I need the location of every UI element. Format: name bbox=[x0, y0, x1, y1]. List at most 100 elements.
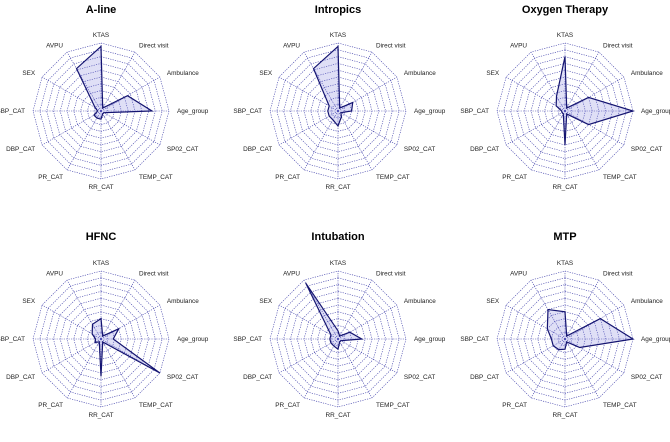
grid-ring bbox=[283, 56, 393, 166]
axis-label-ambulance: Ambulance bbox=[631, 70, 663, 77]
axis-label-temp-cat: TEMP_CAT bbox=[139, 402, 173, 409]
axis-label-sex: SEX bbox=[486, 298, 500, 305]
axis-label-avpu: AVPU bbox=[283, 42, 300, 49]
axis-spoke-temp-cat bbox=[100, 338, 136, 399]
axis-label-avpu: AVPU bbox=[510, 270, 527, 277]
axis-label-age-group: Age_group bbox=[414, 108, 446, 115]
axis-label-dbp-cat: DBP_CAT bbox=[243, 146, 272, 153]
axis-label-ktas: KTAS bbox=[93, 260, 109, 267]
axis-spoke-pr-cat bbox=[530, 338, 566, 399]
axis-label-dbp-cat: DBP_CAT bbox=[6, 374, 35, 381]
axis-label-sex: SEX bbox=[22, 70, 36, 77]
axis-label-sp02-cat: SP02_CAT bbox=[631, 374, 663, 381]
axis-label-age-group: Age_group bbox=[641, 108, 670, 115]
axis-label-rr-cat: RR_CAT bbox=[552, 184, 577, 191]
axis-label-temp-cat: TEMP_CAT bbox=[376, 402, 410, 409]
axis-label-sp02-cat: SP02_CAT bbox=[404, 374, 436, 381]
axis-spoke-avpu bbox=[66, 279, 102, 340]
axis-spoke-temp-cat bbox=[100, 110, 136, 171]
axis-spoke-avpu bbox=[303, 51, 339, 112]
axis-label-direct-visit: Direct visit bbox=[376, 42, 406, 49]
chart-title: MTP bbox=[553, 231, 576, 243]
axis-spoke-sex bbox=[41, 76, 102, 112]
data-series-polygon bbox=[546, 308, 635, 351]
axis-label-age-group: Age_group bbox=[641, 336, 670, 343]
axis-label-age-group: Age_group bbox=[177, 336, 209, 343]
axis-label-sbp-cat: SBP_CAT bbox=[460, 336, 489, 343]
axis-label-ambulance: Ambulance bbox=[631, 298, 663, 305]
axis-label-sex: SEX bbox=[22, 298, 36, 305]
axis-spoke-dbp-cat bbox=[278, 338, 339, 374]
axis-spoke-dbp-cat bbox=[505, 338, 566, 374]
axis-label-rr-cat: RR_CAT bbox=[325, 412, 350, 419]
grid-ring bbox=[551, 325, 579, 353]
data-series-polygon bbox=[305, 282, 364, 351]
axis-spoke-direct-visit bbox=[564, 51, 600, 112]
grid-ring bbox=[510, 56, 620, 166]
axis-spoke-dbp-cat bbox=[505, 110, 566, 146]
axis-spoke-dbp-cat bbox=[41, 110, 102, 146]
axis-label-sbp-cat: SBP_CAT bbox=[460, 108, 489, 115]
chart-title: Intubation bbox=[311, 231, 364, 243]
axis-spoke-temp-cat bbox=[564, 338, 600, 399]
radar-panel-hfnc: HFNC KTAS Direct visit Ambulance Age_group SP… bbox=[0, 231, 209, 419]
axis-spoke-temp-cat bbox=[337, 338, 373, 399]
radar-panel-oxygen-therapy: Oxygen Therapy KTAS Direct visit Ambulance A… bbox=[460, 4, 670, 191]
axis-label-pr-cat: PR_CAT bbox=[275, 402, 300, 409]
data-series-polygon bbox=[91, 317, 161, 377]
grid-ring bbox=[87, 325, 115, 353]
data-series-polygon bbox=[75, 45, 154, 120]
axis-spoke-ambulance bbox=[100, 304, 161, 340]
axis-label-temp-cat: TEMP_CAT bbox=[139, 174, 173, 181]
axis-spoke-pr-cat bbox=[303, 338, 339, 399]
axis-label-direct-visit: Direct visit bbox=[603, 42, 633, 49]
axis-spoke-sex bbox=[505, 304, 566, 340]
axis-spoke-avpu bbox=[66, 51, 102, 112]
axis-label-rr-cat: RR_CAT bbox=[88, 184, 113, 191]
axis-label-ambulance: Ambulance bbox=[167, 70, 199, 77]
axis-label-direct-visit: Direct visit bbox=[603, 270, 633, 277]
axis-label-rr-cat: RR_CAT bbox=[88, 412, 113, 419]
axis-label-pr-cat: PR_CAT bbox=[38, 402, 63, 409]
radar-panel-a-line: A-line KTAS Direct visit Ambulance Age_group… bbox=[0, 4, 209, 191]
radar-panel-mtp: MTP KTAS Direct visit Ambulance Age_group SP0… bbox=[460, 231, 670, 419]
axis-label-temp-cat: TEMP_CAT bbox=[376, 174, 410, 181]
data-series-polygon bbox=[312, 45, 354, 128]
axis-label-dbp-cat: DBP_CAT bbox=[243, 374, 272, 381]
axis-spoke-ambulance bbox=[564, 76, 625, 112]
axis-spoke-pr-cat bbox=[66, 338, 102, 399]
axis-spoke-avpu bbox=[530, 51, 566, 112]
axis-label-ktas: KTAS bbox=[330, 32, 346, 39]
axis-label-direct-visit: Direct visit bbox=[139, 270, 169, 277]
axis-label-ambulance: Ambulance bbox=[404, 70, 436, 77]
chart-title: Oxygen Therapy bbox=[522, 4, 609, 16]
axis-label-age-group: Age_group bbox=[177, 108, 209, 115]
axis-label-sbp-cat: SBP_CAT bbox=[233, 336, 262, 343]
axis-spoke-sex bbox=[278, 304, 339, 340]
axis-label-sp02-cat: SP02_CAT bbox=[404, 146, 436, 153]
axis-spoke-pr-cat bbox=[66, 110, 102, 171]
grid-ring bbox=[324, 97, 352, 125]
axis-label-rr-cat: RR_CAT bbox=[325, 184, 350, 191]
radar-panel-intubation: Intubation KTAS Direct visit Ambulance Age_g… bbox=[233, 231, 445, 419]
grid-ring bbox=[510, 284, 620, 394]
axis-label-pr-cat: PR_CAT bbox=[38, 174, 63, 181]
axis-spoke-pr-cat bbox=[303, 110, 339, 171]
axis-label-rr-cat: RR_CAT bbox=[552, 412, 577, 419]
grid-ring bbox=[87, 97, 115, 125]
chart-title: HFNC bbox=[86, 231, 117, 243]
chart-title: A-line bbox=[86, 4, 117, 16]
axis-label-ambulance: Ambulance bbox=[404, 298, 436, 305]
grid-ring bbox=[283, 284, 393, 394]
axis-label-dbp-cat: DBP_CAT bbox=[470, 146, 499, 153]
axis-spoke-direct-visit bbox=[100, 51, 136, 112]
axis-label-pr-cat: PR_CAT bbox=[275, 174, 300, 181]
axis-spoke-direct-visit bbox=[100, 279, 136, 340]
axis-spoke-direct-visit bbox=[564, 279, 600, 340]
axis-spoke-avpu bbox=[303, 279, 339, 340]
axis-label-sex: SEX bbox=[259, 70, 273, 77]
chart-title: Intropics bbox=[315, 4, 361, 16]
axis-spoke-ambulance bbox=[337, 304, 398, 340]
axis-label-ktas: KTAS bbox=[93, 32, 109, 39]
